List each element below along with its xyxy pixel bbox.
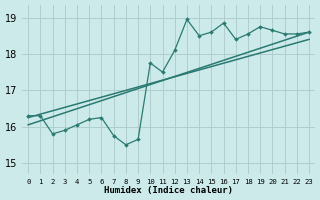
X-axis label: Humidex (Indice chaleur): Humidex (Indice chaleur) [104,186,233,195]
